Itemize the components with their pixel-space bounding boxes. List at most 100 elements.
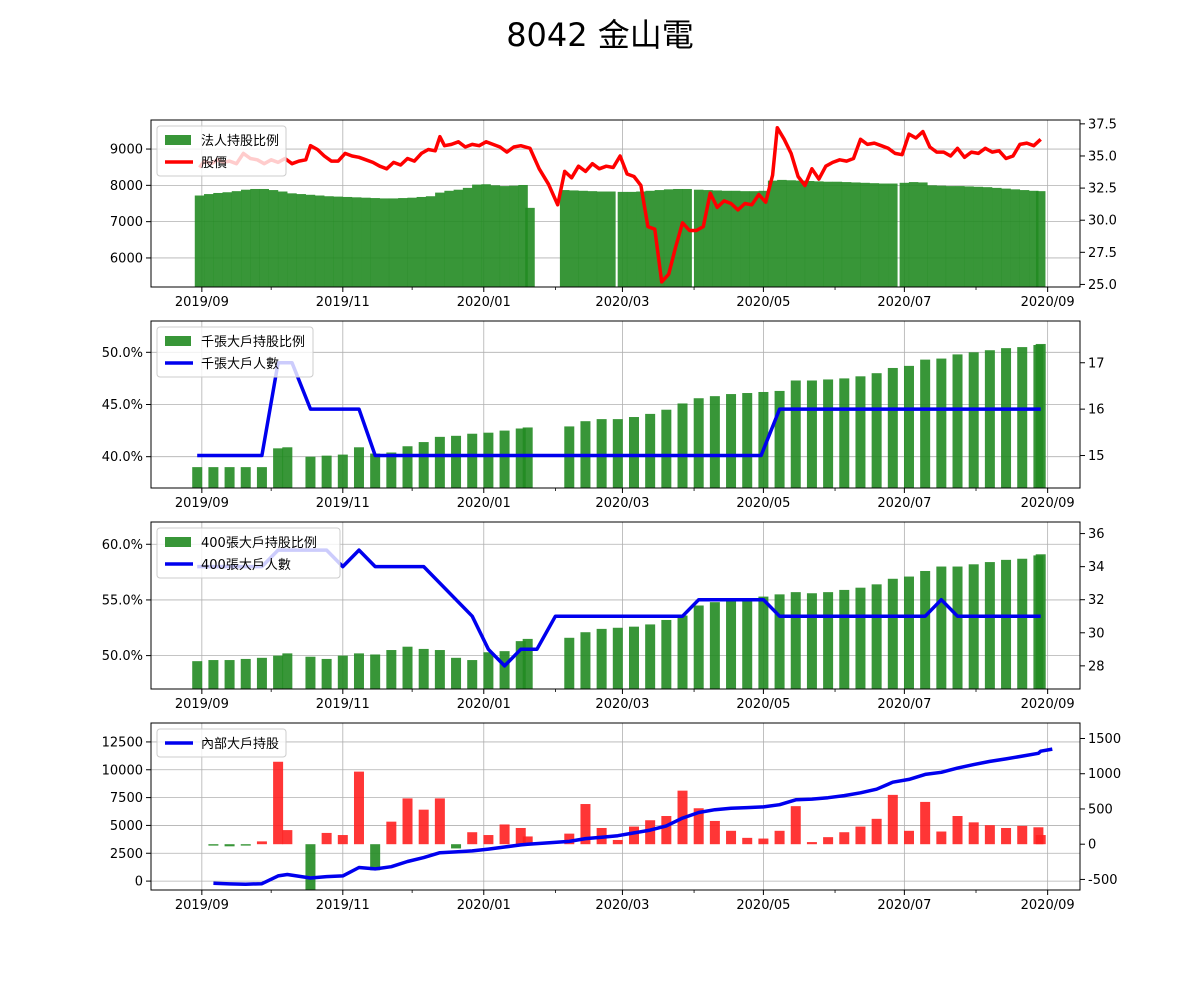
bar — [871, 373, 882, 488]
bar — [841, 182, 852, 287]
bar — [899, 182, 910, 287]
bar — [499, 651, 510, 689]
legend-box — [156, 728, 287, 758]
bar — [388, 198, 399, 287]
bar — [467, 433, 478, 488]
bar — [855, 587, 866, 689]
bar — [578, 190, 588, 287]
bar — [287, 193, 297, 287]
y-left-tick-label: 45.0% — [102, 398, 143, 413]
bar — [749, 191, 759, 287]
bar — [481, 184, 491, 287]
bar — [790, 806, 801, 845]
y-right-tick-label: 16 — [1088, 403, 1105, 418]
bar — [483, 432, 494, 488]
bar — [240, 467, 251, 488]
bar — [462, 187, 473, 287]
bar — [402, 446, 413, 488]
legend-swatch-bar — [165, 135, 191, 145]
bar-series — [192, 554, 1046, 689]
bar — [1001, 348, 1012, 488]
bar — [416, 196, 427, 287]
y-right-tick-label: 32.5 — [1088, 182, 1117, 197]
y-left-tick-label: 55.0% — [102, 593, 143, 608]
bar — [945, 186, 956, 287]
x-tick-label: 2019/09 — [175, 697, 229, 712]
bar — [333, 196, 343, 287]
bar — [1019, 190, 1030, 287]
bar — [709, 602, 720, 689]
bar — [259, 188, 269, 287]
bar — [823, 379, 834, 488]
bar — [814, 181, 824, 287]
x-tick-label: 2019/09 — [175, 898, 229, 913]
bar — [806, 842, 817, 845]
bar — [522, 836, 533, 845]
bar — [871, 584, 882, 689]
bar — [277, 191, 288, 287]
bar — [379, 198, 390, 287]
y-right-tick-label: 15 — [1088, 449, 1105, 464]
bar — [936, 185, 947, 287]
bar — [353, 653, 364, 689]
bar — [920, 801, 931, 845]
bar-series — [192, 343, 1046, 488]
bar — [860, 182, 870, 287]
bar — [887, 367, 898, 488]
bar — [936, 566, 947, 689]
x-tick-label: 2019/11 — [316, 697, 370, 712]
bar — [654, 190, 665, 287]
bar — [361, 197, 371, 287]
bar — [726, 830, 737, 845]
bar — [587, 191, 598, 287]
x-tick-label: 2020/07 — [877, 496, 931, 511]
bar — [636, 191, 646, 287]
axes-frame — [150, 119, 1081, 288]
bar — [927, 185, 937, 287]
bar — [1001, 827, 1012, 845]
bar — [564, 637, 575, 689]
legend-label: 法人持股比例 — [201, 134, 279, 149]
bar — [240, 189, 251, 287]
bar — [984, 562, 995, 689]
bar — [434, 650, 445, 689]
bar — [559, 190, 570, 287]
legend-label: 400張大戶人數 — [201, 558, 291, 573]
bar — [742, 598, 753, 689]
bar — [887, 794, 898, 845]
bar — [903, 365, 914, 488]
x-tick-label: 2019/09 — [175, 496, 229, 511]
bar — [222, 192, 233, 287]
bar — [282, 830, 293, 845]
bar — [499, 824, 510, 845]
y-right-tick-label: 37.5 — [1088, 117, 1117, 132]
y-right-tick-label: 34 — [1088, 560, 1105, 575]
bar — [425, 196, 436, 287]
bar — [518, 184, 528, 287]
bar — [296, 194, 306, 287]
bar — [370, 844, 381, 871]
bar — [774, 390, 785, 488]
bar — [370, 198, 380, 287]
y-left-tick-label: 7500 — [110, 791, 143, 806]
y-right-tick-label: 500 — [1088, 802, 1113, 817]
bar — [855, 826, 866, 845]
bar — [1035, 343, 1046, 488]
bar — [726, 394, 737, 488]
bar — [774, 830, 785, 845]
x-tick-label: 2020/03 — [595, 295, 649, 310]
chart-title: 8042 金山電 — [506, 16, 694, 54]
bar — [839, 832, 850, 845]
bar — [402, 798, 413, 845]
bar — [721, 190, 732, 287]
bar — [1001, 559, 1012, 689]
bar — [499, 186, 510, 287]
bar — [645, 190, 655, 287]
bar — [483, 652, 494, 689]
x-tick-label: 2020/03 — [595, 697, 649, 712]
bar — [645, 820, 656, 845]
bar — [370, 654, 381, 689]
bar — [418, 442, 429, 488]
bar — [515, 428, 526, 488]
